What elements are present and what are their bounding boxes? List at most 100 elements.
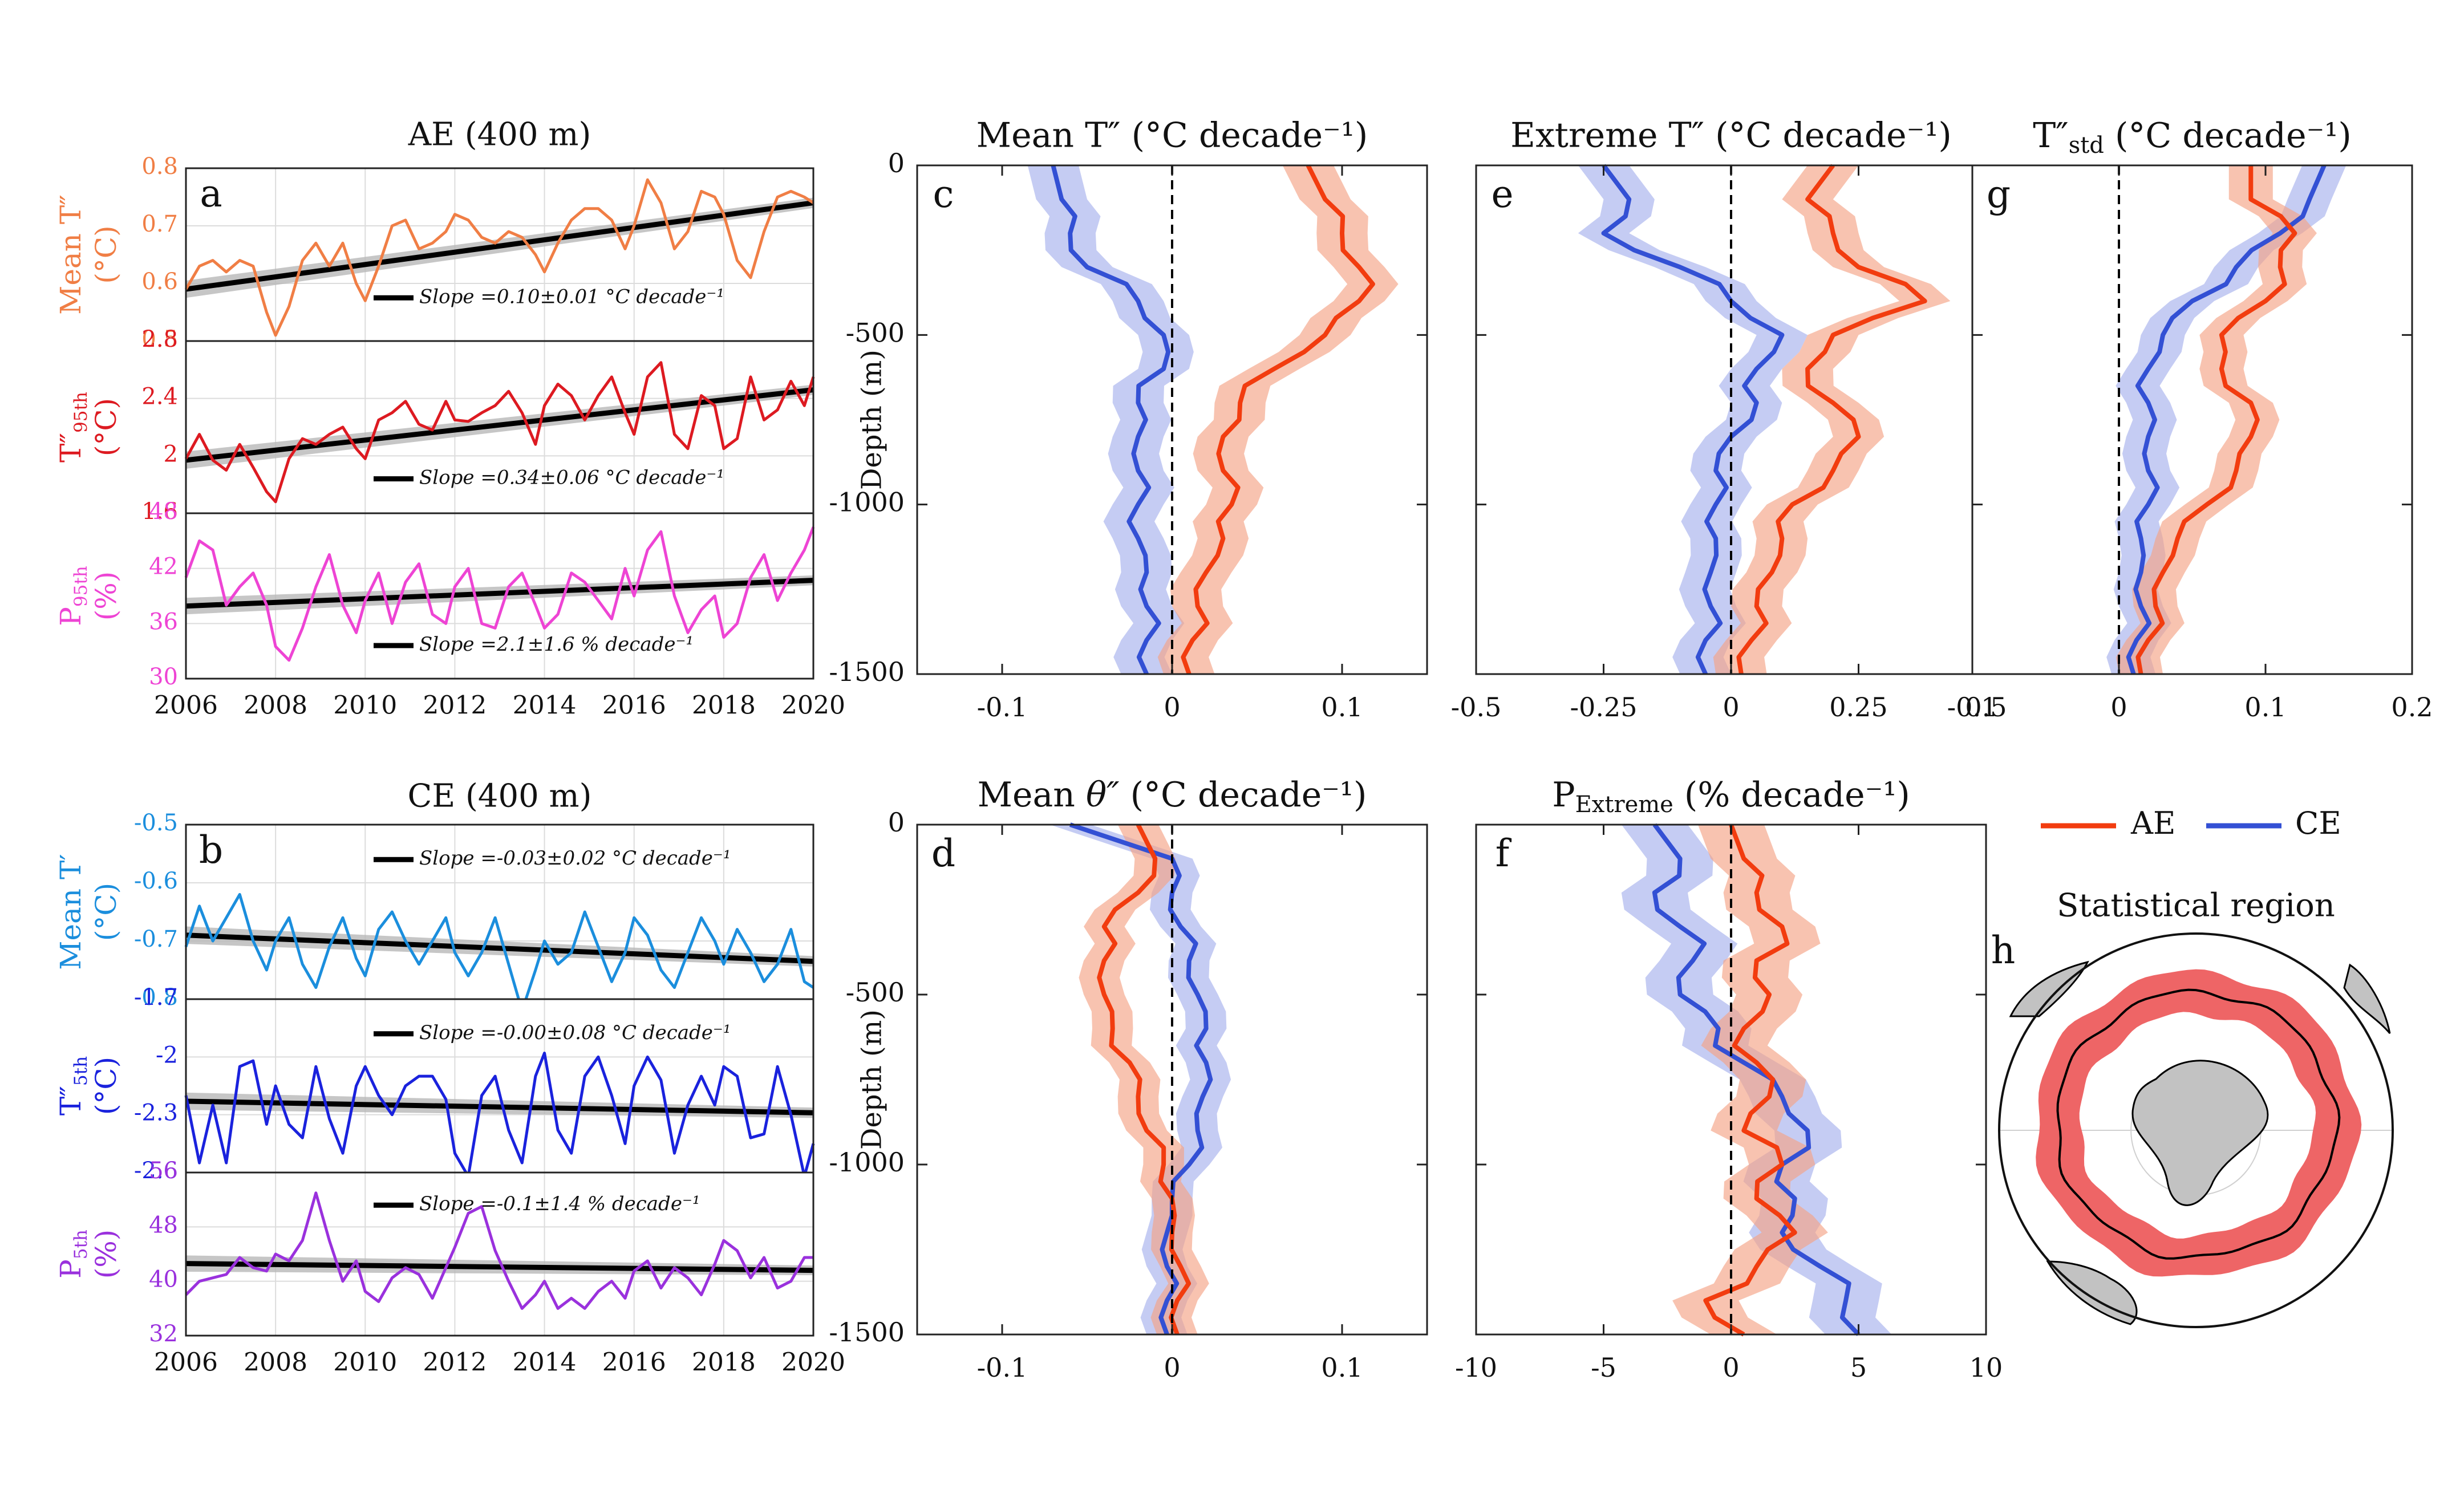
panel-title: AE (400 m) bbox=[408, 116, 591, 153]
slope-label: Slope =0.34±0.06 °C decade⁻¹ bbox=[419, 466, 724, 489]
y-tick-label: 2.4 bbox=[141, 384, 178, 410]
antarctica-landmass bbox=[2131, 1060, 2269, 1206]
panel-f: -10 -5 0 5 10 PExtreme (% decade⁻¹) f bbox=[1455, 775, 2003, 1383]
y-tick-label: -1500 bbox=[829, 1317, 905, 1348]
x-tick-label: 2014 bbox=[513, 691, 577, 720]
panel-c: -0.1 0 0.1 0 -500 -1000 -1500 Depth (m) Mean T″ … bbox=[829, 116, 1428, 723]
polar-front-line bbox=[2056, 988, 2341, 1260]
ae-uncertainty-band bbox=[2116, 165, 2317, 674]
y-tick-label: 48 bbox=[149, 498, 178, 525]
y-tick-label: 2 bbox=[164, 441, 178, 467]
ae-profile-line bbox=[1736, 164, 1927, 675]
y-axis-label: Depth (m) bbox=[856, 350, 888, 490]
x-tick-label: 10 bbox=[1969, 1352, 2003, 1383]
y-tick-label: 0 bbox=[888, 148, 905, 179]
x-tick-label: 0 bbox=[1164, 1352, 1180, 1383]
ce-uncertainty-band bbox=[1027, 165, 1194, 674]
ce-uncertainty-band bbox=[1578, 165, 1808, 674]
trend-line bbox=[185, 578, 814, 609]
subplot-background bbox=[186, 168, 813, 341]
trend-line bbox=[185, 1098, 814, 1115]
x-tick-label: -0.1 bbox=[977, 1352, 1028, 1383]
subplot-background bbox=[186, 825, 813, 999]
y-axis-unit: (%) bbox=[90, 571, 123, 621]
series-line bbox=[184, 361, 815, 504]
panel-title: Extreme T″ (°C decade⁻¹) bbox=[1510, 116, 1952, 156]
y-tick-label: -1500 bbox=[829, 656, 905, 687]
y-axis-label: Depth (m) bbox=[856, 1009, 888, 1150]
statistical-region bbox=[2036, 969, 2362, 1277]
x-tick-label: 2018 bbox=[692, 1348, 756, 1377]
series-line bbox=[184, 893, 814, 1012]
x-tick-label: 2006 bbox=[154, 1348, 218, 1377]
y-tick-label: 36 bbox=[149, 608, 178, 635]
y-axis-label: Mean T″ bbox=[54, 194, 87, 315]
subplot-frame bbox=[185, 1171, 814, 1337]
x-tick-label: 0 bbox=[1723, 692, 1739, 723]
y-tick-label: 2.8 bbox=[141, 326, 178, 352]
panel-title: CE (400 m) bbox=[407, 778, 591, 815]
x-tick-label: 2018 bbox=[692, 691, 756, 720]
legend: AE CE bbox=[2041, 805, 2341, 841]
subplot: -0.8 -0.7 -0.6 -0.5 Slope =-0.03±0.02 °C dec… bbox=[54, 810, 814, 1012]
x-tick-label: -0.25 bbox=[1570, 692, 1638, 723]
panel-a: AE (400 m) 0.5 0.6 0.7 0.8 Slope =0.10±0.01 °… bbox=[54, 116, 845, 720]
subplot: -2.6 -2.3 -2 -1.7 Slope =-0.00±0.08 °C decad… bbox=[54, 984, 815, 1184]
subplot: 30 36 42 48 Slope =2.1±1.6 % decade⁻¹ P95th(%… bbox=[54, 498, 815, 690]
y-tick-label: 40 bbox=[149, 1267, 178, 1293]
ae-profile-line bbox=[2135, 165, 2297, 675]
series-line bbox=[184, 1052, 815, 1178]
ae-uncertainty-band bbox=[1672, 825, 1828, 1334]
x-tick-label: 2012 bbox=[423, 691, 487, 720]
y-tick-label: -2.3 bbox=[134, 1100, 178, 1126]
map-frame bbox=[1998, 932, 2394, 1328]
series-line bbox=[184, 178, 814, 337]
panel-title: T″std (°C decade⁻¹) bbox=[2033, 116, 2351, 159]
x-tick-label: 0 bbox=[1723, 1352, 1739, 1383]
trend-line bbox=[185, 932, 814, 964]
x-tick-label: 0 bbox=[1164, 692, 1180, 723]
ae-uncertainty-band bbox=[1157, 165, 1399, 674]
slope-label: Slope =-0.03±0.02 °C decade⁻¹ bbox=[419, 847, 731, 870]
trend-line bbox=[185, 200, 814, 292]
x-tick-label: -5 bbox=[1591, 1352, 1616, 1383]
subplot-background bbox=[186, 1173, 813, 1336]
subplot-frame bbox=[185, 512, 814, 680]
ae-profile-line bbox=[1703, 823, 1797, 1337]
y-tick-label: 1.6 bbox=[141, 498, 178, 525]
slope-label: Slope =0.10±0.01 °C decade⁻¹ bbox=[419, 285, 724, 308]
y-axis-label: P5th bbox=[54, 1230, 91, 1279]
axes-background bbox=[1972, 165, 2412, 674]
y-tick-label: -0.5 bbox=[134, 810, 178, 836]
y-tick-label: 56 bbox=[149, 1158, 178, 1184]
panel-title: PExtreme (% decade⁻¹) bbox=[1552, 775, 1910, 818]
australia-landmass bbox=[2343, 963, 2391, 1034]
panel-letter: h bbox=[1991, 928, 2016, 972]
y-axis-unit: (%) bbox=[90, 1230, 123, 1279]
panel-letter: f bbox=[1496, 831, 1512, 875]
panel-h: Statistical region h bbox=[1991, 887, 2394, 1328]
panel-e: -0.5 -0.25 0 0.25 0.5 Extreme T″ (°C decade⁻¹… bbox=[1451, 116, 2007, 723]
y-tick-label: 30 bbox=[149, 664, 178, 690]
y-tick-label: 0.7 bbox=[141, 211, 178, 237]
y-tick-label: -2.6 bbox=[134, 1158, 178, 1184]
ae-uncertainty-band bbox=[1713, 165, 1951, 674]
panel-g: -0.1 0 0.1 0.2 T″std (°C decade⁻¹) g bbox=[1947, 116, 2433, 723]
ce-profile-line bbox=[1601, 164, 1785, 675]
y-tick-label: 42 bbox=[149, 554, 178, 580]
series-line bbox=[185, 1191, 813, 1310]
y-tick-label: -1000 bbox=[829, 487, 905, 518]
y-axis-label: T″95th bbox=[54, 392, 91, 463]
y-tick-label: 0.5 bbox=[141, 326, 178, 352]
ae-profile-line bbox=[1181, 164, 1375, 675]
x-tick-label: 2020 bbox=[781, 1348, 845, 1377]
series-line bbox=[184, 526, 815, 662]
x-tick-label: 2010 bbox=[333, 1348, 397, 1377]
x-tick-label: -0.1 bbox=[1947, 692, 1998, 723]
y-tick-label: 0 bbox=[888, 807, 905, 838]
y-tick-label: -1000 bbox=[829, 1147, 905, 1178]
x-tick-label: -0.5 bbox=[1451, 692, 1502, 723]
ae-profile-line bbox=[1097, 823, 1192, 1336]
subplot-background bbox=[186, 999, 813, 1173]
panel-b: CE (400 m) -0.8 -0.7 -0.6 -0.5 Slope =-0.03±0… bbox=[54, 778, 845, 1377]
